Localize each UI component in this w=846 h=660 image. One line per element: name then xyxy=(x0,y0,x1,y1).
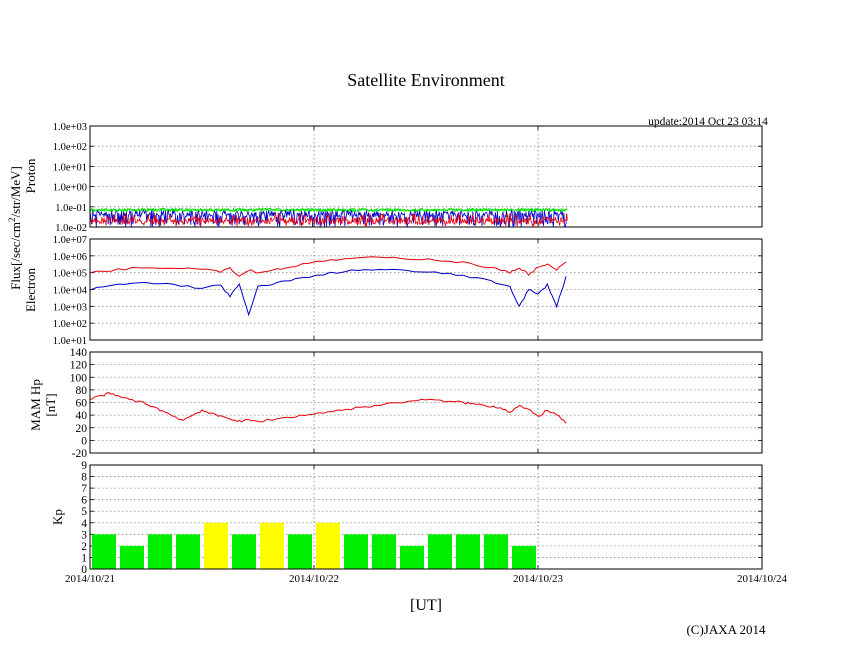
kp-bar-8 xyxy=(316,522,340,569)
kp-bar-12 xyxy=(428,534,452,569)
kp-y-tick-label: 2 xyxy=(81,541,87,553)
kp-bar-1 xyxy=(120,545,144,569)
kp-bar-0 xyxy=(92,534,116,569)
electron-y-tick-label: 1.0e+06 xyxy=(53,252,87,263)
proton-y-tick-label: 1.0e+03 xyxy=(53,122,87,133)
x-tick-label-0: 2014/10/21 xyxy=(65,573,115,585)
proton-axis-label: Proton xyxy=(23,158,38,193)
x-tick-label-1: 2014/10/22 xyxy=(289,573,339,585)
kp-panel xyxy=(89,464,763,570)
kp-bar-14 xyxy=(484,534,508,569)
electron-series-low xyxy=(89,268,567,317)
proton-y-tick-label: 1.0e+01 xyxy=(53,162,87,173)
electron-y-tick-label: 1.0e+05 xyxy=(53,269,87,280)
electron-series-high xyxy=(89,256,567,277)
proton-series-red xyxy=(89,212,568,228)
proton-series-green-top xyxy=(89,207,568,213)
copyright-notice: (C)JAXA 2014 xyxy=(686,622,766,637)
mam_hp-y-tick-label: 0 xyxy=(81,435,87,447)
kp-bar-15 xyxy=(512,545,536,569)
kp-y-tick-label: 7 xyxy=(81,483,87,495)
kp-bar-3 xyxy=(176,534,200,569)
mam_hp-y-tick-label: 40 xyxy=(76,410,88,422)
kp-y-tick-label: 8 xyxy=(81,472,87,484)
mam_hp-y-tick-label: -20 xyxy=(72,448,88,460)
kp-y-tick-label: 4 xyxy=(81,518,87,530)
kp-axis-label: Kp xyxy=(50,509,65,525)
proton-frame xyxy=(89,125,763,228)
mam_hp-series-Hp xyxy=(89,392,567,424)
x-tick-label-3: 2014/10/24 xyxy=(737,573,788,585)
kp-y-tick-label: 3 xyxy=(81,529,87,541)
electron-y-tick-label: 1.0e+02 xyxy=(53,319,87,330)
flux-axis-label: Flux[/sec/cm2/str/MeV] xyxy=(7,166,23,290)
proton-y-tick-label: 1.0e+00 xyxy=(53,183,87,194)
electron-axis-label: Electron xyxy=(23,267,38,312)
kp-y-tick-label: 9 xyxy=(81,460,87,472)
update-timestamp: update:2014 Oct 23 03:14 xyxy=(648,116,768,128)
electron-y-tick-label: 1.0e+04 xyxy=(53,286,88,297)
mam_hp-y-tick-label: 120 xyxy=(70,360,88,372)
kp-bar-2 xyxy=(148,534,172,569)
kp-bar-5 xyxy=(232,534,256,569)
mam_hp-frame xyxy=(89,351,763,454)
x-axis-label: [UT] xyxy=(410,597,442,614)
electron-y-tick-label: 1.0e+01 xyxy=(53,336,87,347)
kp-bar-4 xyxy=(204,522,228,569)
kp-frame xyxy=(89,464,763,570)
kp-bar-11 xyxy=(400,545,424,569)
chart-panels: 1.0e+03 1.0e+02 1.0e+01 1.0e+00 1.0e-01 1.0e-… xyxy=(53,122,788,585)
proton-y-tick-label: 1.0e-01 xyxy=(55,203,87,214)
electron-y-tick-label: 1.0e+07 xyxy=(53,235,87,246)
electron-frame xyxy=(89,238,763,341)
electron-y-tick-label: 1.0e+03 xyxy=(53,302,87,313)
kp-y-tick-label: 1 xyxy=(81,552,87,564)
mam-hp-axis-label: MAM Hp[nT] xyxy=(28,379,58,431)
mam_hp-y-tick-label: 100 xyxy=(70,372,88,384)
kp-bar-13 xyxy=(456,534,480,569)
kp-y-tick-label: 6 xyxy=(81,495,87,507)
kp-bar-7 xyxy=(288,534,312,569)
kp-y-tick-label: 0 xyxy=(81,564,87,576)
kp-bar-9 xyxy=(344,534,368,569)
kp-y-tick-label: 5 xyxy=(81,506,87,518)
proton-panel xyxy=(89,125,763,228)
proton-y-tick-label: 1.0e-02 xyxy=(55,223,87,234)
mam_hp-y-tick-label: 80 xyxy=(76,385,88,397)
electron-panel xyxy=(89,238,763,341)
mam_hp-y-tick-label: 20 xyxy=(76,423,88,435)
mam_hp-panel xyxy=(89,351,763,454)
figure-title: Satellite Environment xyxy=(347,70,504,90)
x-tick-label-2: 2014/10/23 xyxy=(513,573,564,585)
kp-bar-6 xyxy=(260,522,284,569)
kp-bar-10 xyxy=(372,534,396,569)
proton-y-tick-label: 1.0e+02 xyxy=(53,142,87,153)
mam_hp-y-tick-label: 60 xyxy=(76,398,88,410)
mam_hp-y-tick-label: 140 xyxy=(70,347,88,359)
